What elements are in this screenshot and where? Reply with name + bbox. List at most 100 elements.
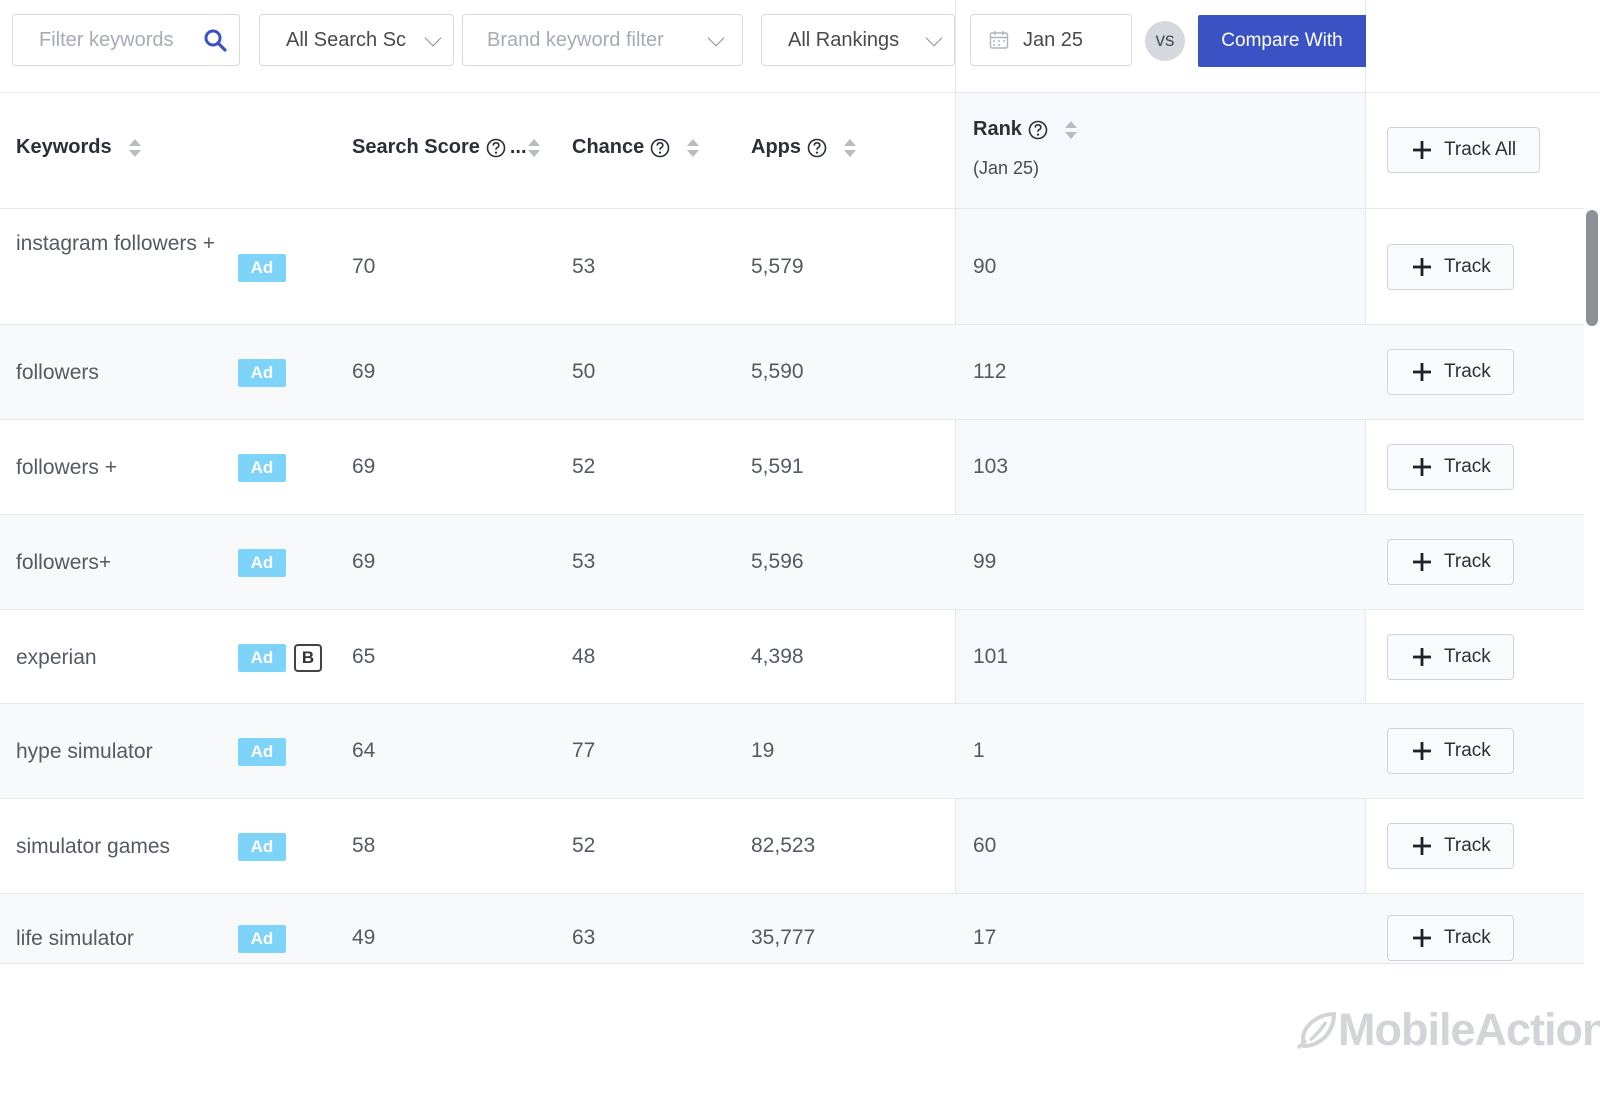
chance-cell: 52: [572, 834, 596, 857]
chevron-down-icon: [424, 29, 442, 47]
search-icon[interactable]: [203, 28, 227, 52]
ad-badge: Ad: [238, 833, 286, 861]
track-label: Track: [1444, 646, 1491, 667]
vs-badge: vs: [1145, 21, 1185, 61]
sort-icon[interactable]: [843, 137, 857, 159]
table-row: followers Ad 69 50 5,590 112 Track: [0, 325, 1584, 420]
search-scope-dropdown[interactable]: All Search Sc: [259, 14, 454, 66]
ad-badge: Ad: [238, 549, 286, 577]
search-score-cell: 69: [352, 360, 376, 383]
keyword-cell[interactable]: experian: [16, 646, 97, 669]
search-score-cell: 69: [352, 455, 376, 478]
rankings-dropdown[interactable]: All Rankings: [761, 14, 955, 66]
plus-icon: [1413, 553, 1431, 571]
chance-cell: 52: [572, 455, 596, 478]
rank-cell: 17: [973, 926, 997, 949]
keyword-cell[interactable]: hype simulator: [16, 740, 153, 763]
rankings-value: All Rankings: [788, 28, 900, 51]
date-picker[interactable]: Jan 25: [970, 14, 1132, 66]
chance-cell: 63: [572, 926, 596, 949]
keyword-cell[interactable]: simulator games: [16, 835, 171, 858]
apps-cell: 4,398: [751, 645, 804, 668]
apps-cell: 82,523: [751, 834, 816, 857]
table-row: followers+ Ad 69 53 5,596 99 Track: [0, 515, 1584, 610]
keyword-cell[interactable]: followers+: [16, 551, 112, 574]
logo-text: MobileAction: [1338, 1004, 1600, 1055]
chevron-down-icon: [925, 29, 943, 47]
table-row: hype simulator Ad 64 77 19 1 Track: [0, 704, 1584, 799]
keyword-cell[interactable]: life simulator: [16, 927, 134, 950]
apps-cell: 5,579: [751, 255, 804, 278]
track-all-button[interactable]: Track All: [1387, 127, 1540, 173]
plus-icon: [1413, 648, 1431, 666]
keyword-cell[interactable]: instagram followers +: [16, 232, 215, 255]
help-icon[interactable]: [1028, 120, 1048, 140]
track-button[interactable]: Track: [1387, 915, 1514, 961]
table-row: life simulator Ad 49 63 35,777 17 Track: [0, 894, 1584, 964]
keyword-filter-placeholder: Filter keywords: [39, 28, 174, 51]
plus-icon: [1413, 363, 1431, 381]
rocket-logo-icon: [1296, 1011, 1337, 1050]
rank-cell: 112: [973, 360, 1007, 383]
track-label: Track: [1444, 361, 1491, 382]
keyword-cell[interactable]: followers: [16, 361, 99, 384]
column-header-rank[interactable]: Rank: [973, 118, 1078, 141]
search-score-cell: 69: [352, 550, 376, 573]
plus-icon: [1413, 258, 1431, 276]
rank-cell: 103: [973, 455, 1009, 478]
track-label: Track: [1444, 456, 1491, 477]
column-header-label: Rank: [973, 118, 1022, 140]
table-row: experian Ad B 65 48 4,398 101 Track: [0, 610, 1584, 704]
help-icon[interactable]: [650, 138, 670, 158]
column-header-label: Search Score: [352, 136, 480, 158]
sort-icon[interactable]: [527, 137, 541, 159]
column-header-keywords[interactable]: Keywords: [16, 136, 142, 159]
plus-icon: [1413, 458, 1431, 476]
brand-keyword-dropdown[interactable]: Brand keyword filter: [462, 14, 743, 66]
rank-date-label: (Jan 25): [973, 158, 1040, 178]
plus-icon: [1413, 929, 1431, 947]
rank-cell: 1: [973, 739, 985, 762]
plus-icon: [1413, 141, 1431, 159]
column-header-apps[interactable]: Apps: [751, 136, 857, 159]
table-row: simulator games Ad 58 52 82,523 60 Track: [0, 799, 1584, 894]
track-button[interactable]: Track: [1387, 444, 1514, 490]
track-button[interactable]: Track: [1387, 244, 1514, 290]
track-label: Track: [1444, 256, 1491, 277]
help-icon[interactable]: [807, 138, 827, 158]
help-icon[interactable]: [486, 138, 506, 158]
rank-cell: 60: [973, 834, 997, 857]
apps-cell: 5,596: [751, 550, 804, 573]
chance-cell: 50: [572, 360, 596, 383]
table-row: followers + Ad 69 52 5,591 103 Track: [0, 420, 1584, 515]
search-score-cell: 58: [352, 834, 376, 857]
sort-icon[interactable]: [686, 137, 700, 159]
keyword-filter-input[interactable]: Filter keywords: [12, 14, 240, 66]
track-label: Track: [1444, 740, 1491, 761]
sort-icon[interactable]: [128, 137, 142, 159]
track-button[interactable]: Track: [1387, 728, 1514, 774]
mobileaction-logo: MobileAction: [1296, 1004, 1600, 1056]
column-header-chance[interactable]: Chance: [572, 136, 700, 159]
keyword-cell[interactable]: followers +: [16, 456, 117, 479]
apps-cell: 5,590: [751, 360, 804, 383]
chance-cell: 53: [572, 255, 596, 278]
track-button[interactable]: Track: [1387, 823, 1514, 869]
column-header-label: Chance: [572, 136, 645, 158]
ad-badge: Ad: [238, 454, 286, 482]
track-button[interactable]: Track: [1387, 349, 1514, 395]
search-score-cell: 70: [352, 255, 376, 278]
column-header-search-score[interactable]: Search Score ...: [352, 136, 541, 159]
track-button[interactable]: Track: [1387, 634, 1514, 680]
divider: [0, 92, 1600, 93]
column-header-label: Keywords: [16, 136, 112, 158]
search-score-cell: 49: [352, 926, 376, 949]
scrollbar-thumb[interactable]: [1586, 210, 1598, 326]
compare-with-button[interactable]: Compare With: [1198, 15, 1366, 67]
column-header-ellipsis: ...: [509, 136, 527, 158]
search-scope-value: All Search Sc: [286, 28, 407, 51]
calendar-icon: [989, 31, 1009, 49]
track-button[interactable]: Track: [1387, 539, 1514, 585]
apps-cell: 5,591: [751, 455, 804, 478]
sort-icon[interactable]: [1064, 119, 1078, 141]
